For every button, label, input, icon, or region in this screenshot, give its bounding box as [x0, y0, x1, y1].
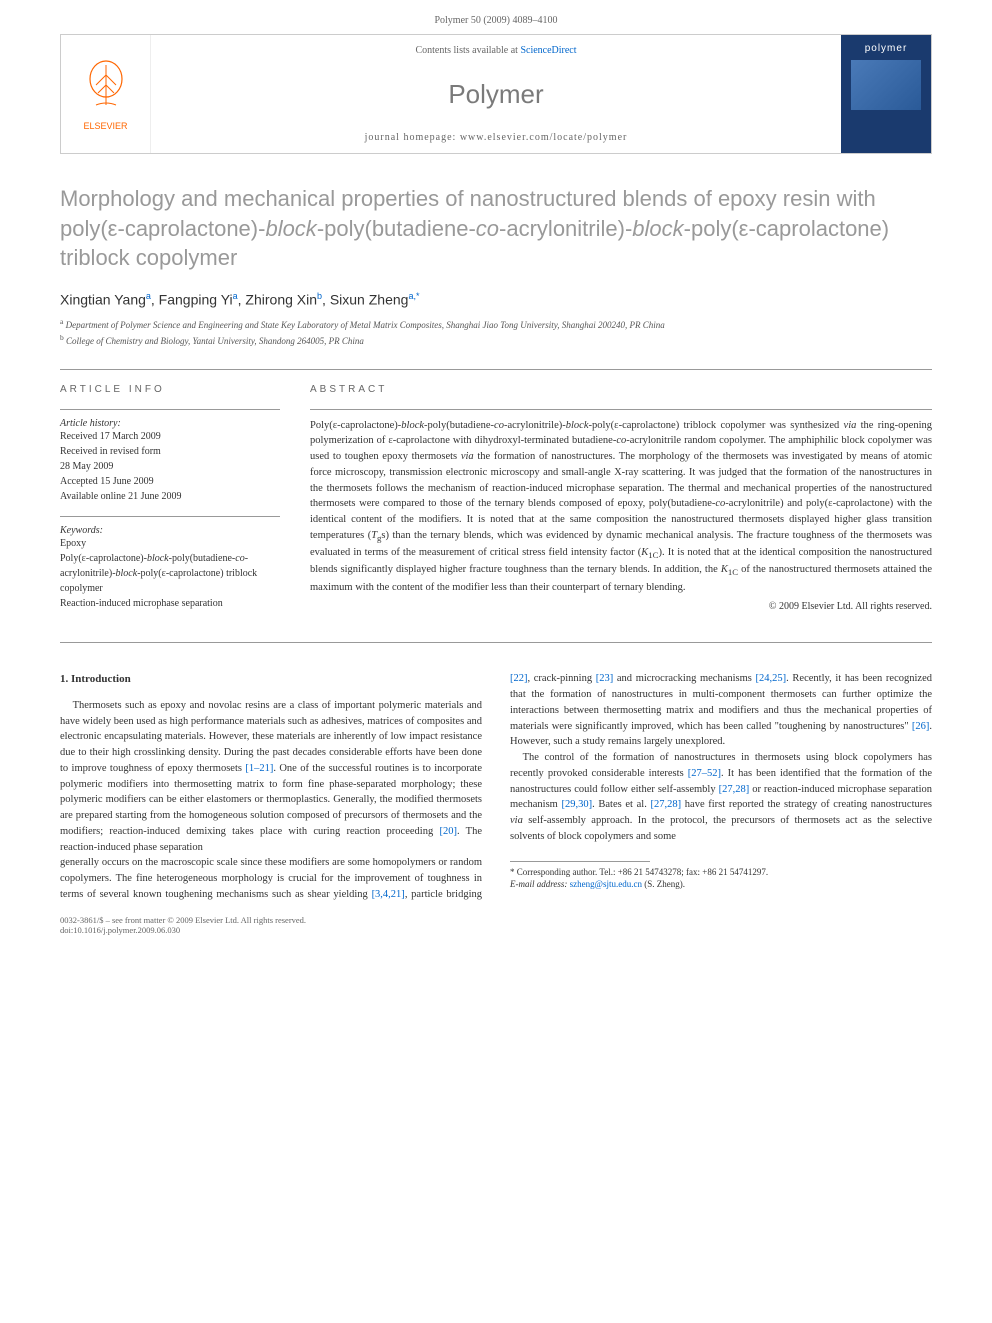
article-info-column: ARTICLE INFO Article history: Received 1…: [60, 378, 280, 613]
keywords-list: EpoxyPoly(ε-caprolactone)-block-poly(but…: [60, 536, 280, 611]
sciencedirect-link[interactable]: ScienceDirect: [520, 45, 576, 56]
email-label: E-mail address:: [510, 879, 570, 889]
cover-title: polymer: [865, 43, 908, 54]
journal-cover-thumb[interactable]: polymer: [841, 35, 931, 153]
history-lines: Received 17 March 2009Received in revise…: [60, 429, 280, 504]
abstract-copyright: © 2009 Elsevier Ltd. All rights reserved…: [310, 601, 932, 612]
journal-name: Polymer: [448, 79, 543, 110]
email-link[interactable]: szheng@sjtu.edu.cn: [570, 879, 642, 889]
body-text: 1. Introduction Thermosets such as epoxy…: [60, 671, 932, 902]
abstract-text: Poly(ε-caprolactone)-block-poly(butadien…: [310, 418, 932, 596]
journal-center: Contents lists available at ScienceDirec…: [151, 35, 841, 153]
cover-image: [851, 60, 921, 110]
intro-para-3: The control of the formation of nanostru…: [510, 750, 932, 845]
contents-prefix: Contents lists available at: [415, 45, 520, 56]
abstract-column: ABSTRACT Poly(ε-caprolactone)-block-poly…: [310, 378, 932, 613]
journal-homepage[interactable]: journal homepage: www.elsevier.com/locat…: [365, 132, 628, 143]
footnote-separator: [510, 861, 650, 862]
intro-heading: 1. Introduction: [60, 671, 482, 688]
divider: [60, 516, 280, 517]
abstract-heading: ABSTRACT: [310, 378, 932, 401]
keywords-label: Keywords:: [60, 525, 280, 536]
page-citation: Polymer 50 (2009) 4089–4100: [0, 0, 992, 34]
corresponding-author: * Corresponding author. Tel.: +86 21 547…: [510, 866, 932, 879]
elsevier-logo[interactable]: ELSEVIER: [61, 35, 151, 153]
contents-available: Contents lists available at ScienceDirec…: [415, 45, 576, 56]
elsevier-tree-icon: [81, 57, 131, 117]
intro-para-1: Thermosets such as epoxy and novolac res…: [60, 698, 482, 856]
footer-doi: doi:10.1016/j.polymer.2009.06.030: [60, 925, 932, 935]
divider: [60, 369, 932, 370]
affiliations: a Department of Polymer Science and Engi…: [60, 316, 932, 349]
authors-line: Xingtian Yanga, Fangping Yia, Zhirong Xi…: [60, 291, 932, 308]
elsevier-label: ELSEVIER: [83, 121, 127, 131]
history-label: Article history:: [60, 418, 280, 429]
divider: [310, 409, 932, 410]
journal-header-box: ELSEVIER Contents lists available at Sci…: [60, 34, 932, 154]
page-footer: 0032-3861/$ – see front matter © 2009 El…: [0, 915, 992, 955]
footer-copyright: 0032-3861/$ – see front matter © 2009 El…: [60, 915, 932, 925]
email-line: E-mail address: szheng@sjtu.edu.cn (S. Z…: [510, 878, 932, 891]
email-suffix: (S. Zheng).: [642, 879, 685, 889]
divider: [60, 409, 280, 410]
footnotes: * Corresponding author. Tel.: +86 21 547…: [510, 866, 932, 891]
divider: [60, 642, 932, 643]
article-title: Morphology and mechanical properties of …: [60, 184, 932, 273]
article-info-heading: ARTICLE INFO: [60, 378, 280, 401]
